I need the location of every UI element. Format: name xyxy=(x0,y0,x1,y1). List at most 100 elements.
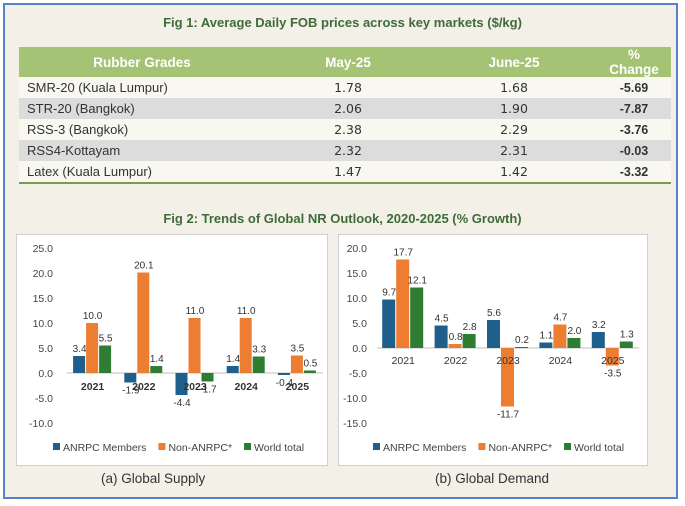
grade-cell: STR-20 (Bangkok) xyxy=(19,98,265,119)
bar-world-total-2025 xyxy=(619,341,633,348)
change-cell: -5.69 xyxy=(597,77,671,98)
data-label: 2.0 xyxy=(567,326,581,337)
supply-caption: (a) Global Supply xyxy=(101,471,206,486)
category-label: 2025 xyxy=(601,355,625,367)
y-tick-label: 10.0 xyxy=(347,293,368,305)
figure-frame: Fig 1: Average Daily FOB prices across k… xyxy=(3,3,678,499)
data-label: 3.4 xyxy=(73,344,87,355)
bar-anrpc-members-2025 xyxy=(277,373,290,375)
data-label: 9.7 xyxy=(382,288,396,299)
grade-cell: SMR-20 (Kuala Lumpur) xyxy=(19,77,265,98)
data-label: -1.7 xyxy=(199,385,217,396)
supply-chart-panel: 25.0 20.0 15.0 10.0 5.0 0.0 -5.0 -10.0 3.4 10.0 5.… xyxy=(16,234,328,466)
data-label: -1.9 xyxy=(122,386,140,397)
data-label: -3.5 xyxy=(604,369,622,380)
category-label: 2025 xyxy=(286,381,310,393)
header-may: May-25 xyxy=(265,47,431,77)
may-cell: 2.06 xyxy=(265,98,431,119)
june-cell: 1.90 xyxy=(431,98,597,119)
data-label: 4.5 xyxy=(435,314,449,325)
grade-cell: Latex (Kuala Lumpur) xyxy=(19,161,265,184)
legend-label: Non-ANRPC* xyxy=(488,442,552,454)
legend-label: ANRPC Members xyxy=(383,442,466,454)
legend-label: World total xyxy=(574,442,624,454)
header-june: June-25 xyxy=(431,47,597,77)
demand-chart: 20.0 15.0 10.0 5.0 0.0 -5.0 -10.0 -15.0 9.7 17.7 1… xyxy=(343,243,639,454)
table-row: SMR-20 (Kuala Lumpur) 1.78 1.68 -5.69 xyxy=(19,77,671,98)
bar-world-total-2021 xyxy=(410,287,424,348)
bar-non-anrpc--2025 xyxy=(290,355,303,373)
may-cell: 2.38 xyxy=(265,119,431,140)
june-cell: 1.68 xyxy=(431,77,597,98)
table-row: STR-20 (Bangkok) 2.06 1.90 -7.87 xyxy=(19,98,671,119)
data-label: 11.0 xyxy=(186,306,205,317)
data-label: 12.1 xyxy=(407,276,427,287)
bar-anrpc-members-2023 xyxy=(175,373,188,395)
category-label: 2021 xyxy=(392,355,416,367)
legend-swatch xyxy=(158,443,166,450)
demand-caption: (b) Global Demand xyxy=(435,471,550,486)
bar-world-total-2021 xyxy=(99,345,112,373)
category-label: 2024 xyxy=(549,355,573,367)
demand-chart-panel: 20.0 15.0 10.0 5.0 0.0 -5.0 -10.0 -15.0 9.7 17.7 1… xyxy=(338,234,648,466)
y-tick-label: 15.0 xyxy=(347,268,368,280)
data-label: -11.7 xyxy=(497,410,519,421)
y-tick-label: -10.0 xyxy=(29,418,53,430)
bar-world-total-2022 xyxy=(462,334,476,348)
y-tick-label: 20.0 xyxy=(347,243,368,255)
y-tick-label: -15.0 xyxy=(343,418,367,430)
bar-non-anrpc--2023 xyxy=(188,318,201,373)
y-tick-label: -10.0 xyxy=(343,393,367,405)
bar-non-anrpc--2025 xyxy=(605,348,619,366)
category-label: 2022 xyxy=(444,355,468,367)
supply-chart: 25.0 20.0 15.0 10.0 5.0 0.0 -5.0 -10.0 3.4 10.0 5.… xyxy=(29,243,323,454)
category-label: 2022 xyxy=(132,381,156,393)
bar-world-total-2024 xyxy=(567,338,581,348)
header-rubber-grades: Rubber Grades xyxy=(19,47,265,77)
bar-non-anrpc--2024 xyxy=(553,324,567,348)
legend-label: Non-ANRPC* xyxy=(168,442,232,454)
data-label: -4.4 xyxy=(173,398,191,409)
y-tick-label: -5.0 xyxy=(349,368,367,380)
bar-non-anrpc--2021 xyxy=(86,323,99,373)
category-label: 2023 xyxy=(183,381,207,393)
bar-world-total-2025 xyxy=(303,370,316,373)
grade-cell: RSS4-Kottayam xyxy=(19,140,265,161)
bar-non-anrpc--2021 xyxy=(396,259,410,348)
data-label: 5.5 xyxy=(99,334,113,345)
data-label: 1.1 xyxy=(539,331,553,342)
june-cell: 2.31 xyxy=(431,140,597,161)
table-row: RSS-3 (Bangkok) 2.38 2.29 -3.76 xyxy=(19,119,671,140)
may-cell: 1.78 xyxy=(265,77,431,98)
data-label: 0.8 xyxy=(449,332,463,343)
legend-swatch xyxy=(478,443,486,450)
bar-anrpc-members-2021 xyxy=(73,356,86,373)
data-label: 3.3 xyxy=(252,345,266,356)
data-label: 2.8 xyxy=(463,322,477,333)
change-cell: -3.76 xyxy=(597,119,671,140)
bar-anrpc-members-2022 xyxy=(124,373,137,383)
price-table: Rubber Grades May-25 June-25 % Change SM… xyxy=(19,47,671,184)
grade-cell: RSS-3 (Bangkok) xyxy=(19,119,265,140)
legend-swatch xyxy=(373,443,380,450)
data-label: 3.5 xyxy=(290,344,304,355)
bar-world-total-2024 xyxy=(252,356,265,373)
table-header-row: Rubber Grades May-25 June-25 % Change xyxy=(19,47,671,77)
data-label: 1.3 xyxy=(620,330,634,341)
y-tick-label: 15.0 xyxy=(33,293,54,305)
table-row: Latex (Kuala Lumpur) 1.47 1.42 -3.32 xyxy=(19,161,671,184)
legend-label: ANRPC Members xyxy=(63,442,146,454)
y-tick-label: 0.0 xyxy=(38,368,53,380)
data-label: 0.2 xyxy=(515,335,529,346)
data-label: 20.1 xyxy=(134,261,154,272)
data-label: 11.0 xyxy=(237,306,256,317)
change-cell: -0.03 xyxy=(597,140,671,161)
data-label: 10.0 xyxy=(83,311,103,322)
data-label: 1.4 xyxy=(226,354,240,365)
june-cell: 2.29 xyxy=(431,119,597,140)
bar-anrpc-members-2021 xyxy=(382,299,396,348)
legend-swatch xyxy=(244,443,252,450)
bar-anrpc-members-2024 xyxy=(226,366,239,373)
june-cell: 1.42 xyxy=(431,161,597,184)
category-label: 2023 xyxy=(496,355,520,367)
